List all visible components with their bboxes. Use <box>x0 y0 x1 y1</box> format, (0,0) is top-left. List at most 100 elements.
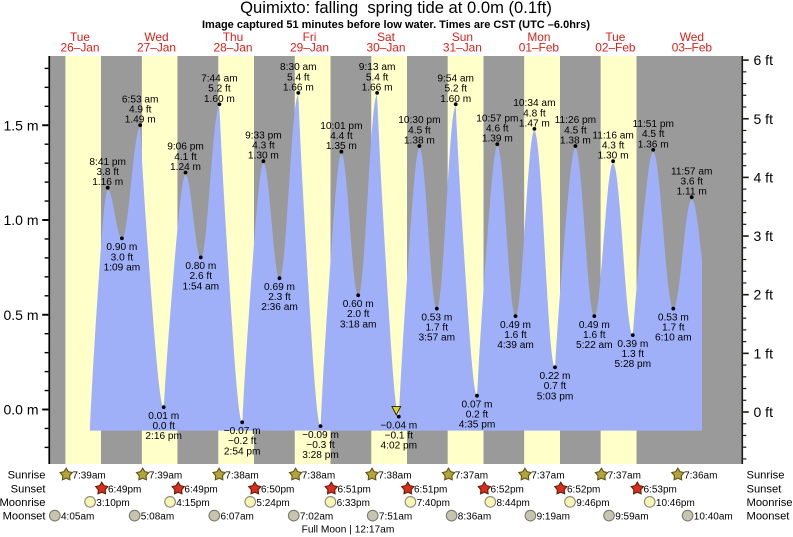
svg-text:Moonrise: Moonrise <box>0 497 46 509</box>
svg-text:01–Feb: 01–Feb <box>519 41 560 55</box>
svg-text:1.47 m: 1.47 m <box>519 118 550 129</box>
svg-text:Sun: Sun <box>452 30 473 44</box>
svg-text:1.36 m: 1.36 m <box>638 139 669 150</box>
svg-text:1.30 m: 1.30 m <box>598 151 629 162</box>
svg-text:0.60 m: 0.60 m <box>343 299 374 310</box>
svg-text:11:57 am: 11:57 am <box>671 166 712 177</box>
svg-text:10:34 am: 10:34 am <box>513 98 555 109</box>
svg-text:4.1 ft: 4.1 ft <box>174 152 197 163</box>
svg-text:1.66 m: 1.66 m <box>283 82 314 93</box>
svg-text:Thu: Thu <box>223 30 244 44</box>
svg-text:Tue: Tue <box>605 30 625 44</box>
svg-text:1.38 m: 1.38 m <box>560 136 591 147</box>
svg-text:1.60 m: 1.60 m <box>440 94 471 105</box>
svg-text:1.6 ft: 1.6 ft <box>583 330 606 341</box>
svg-text:0.53 m: 0.53 m <box>421 312 452 323</box>
svg-text:4.3 ft: 4.3 ft <box>252 141 275 152</box>
svg-text:8:30 am: 8:30 am <box>280 62 317 73</box>
svg-text:4.6 ft: 4.6 ft <box>486 123 509 134</box>
svg-text:4.8 ft: 4.8 ft <box>523 108 546 119</box>
svg-text:4:05am: 4:05am <box>61 512 94 523</box>
svg-text:−0.04 m: −0.04 m <box>380 420 417 431</box>
svg-text:2:16 pm: 2:16 pm <box>145 431 182 442</box>
svg-text:10:30 pm: 10:30 pm <box>398 115 440 126</box>
svg-text:5:22 am: 5:22 am <box>576 340 613 351</box>
svg-text:8:41 pm: 8:41 pm <box>89 157 126 168</box>
svg-text:4.3 ft: 4.3 ft <box>602 141 625 152</box>
svg-text:5.2 ft: 5.2 ft <box>444 84 467 95</box>
svg-text:4.5 ft: 4.5 ft <box>642 129 665 140</box>
svg-text:1.49 m: 1.49 m <box>125 115 156 126</box>
svg-text:6:49pm: 6:49pm <box>184 485 217 496</box>
svg-text:0.49 m: 0.49 m <box>500 320 531 331</box>
svg-text:Sunrise: Sunrise <box>8 470 46 482</box>
svg-text:7:37am: 7:37am <box>455 471 488 482</box>
svg-text:6:50pm: 6:50pm <box>261 485 294 496</box>
svg-text:4 ft: 4 ft <box>754 169 774 185</box>
svg-text:3 ft: 3 ft <box>754 228 774 244</box>
svg-text:Wed: Wed <box>144 30 168 44</box>
svg-text:0.22 m: 0.22 m <box>540 371 571 382</box>
svg-text:0.07 m: 0.07 m <box>462 399 493 410</box>
svg-text:8:44pm: 8:44pm <box>497 498 530 509</box>
svg-text:7:39am: 7:39am <box>149 471 182 482</box>
svg-text:Sunrise: Sunrise <box>747 470 785 482</box>
svg-text:−0.1 ft: −0.1 ft <box>385 430 414 441</box>
svg-text:1.7 ft: 1.7 ft <box>426 322 449 333</box>
svg-text:10:40am: 10:40am <box>694 512 733 523</box>
svg-text:Wed: Wed <box>680 30 704 44</box>
svg-text:6:49pm: 6:49pm <box>108 485 141 496</box>
svg-text:Tue: Tue <box>70 30 90 44</box>
svg-text:7:39am: 7:39am <box>72 471 105 482</box>
svg-text:28–Jan: 28–Jan <box>213 41 252 55</box>
svg-text:2:36 am: 2:36 am <box>261 302 298 313</box>
svg-text:9:54 am: 9:54 am <box>437 74 474 85</box>
svg-text:5.4 ft: 5.4 ft <box>287 72 310 83</box>
svg-text:5 ft: 5 ft <box>754 111 774 127</box>
svg-text:Moonset: Moonset <box>3 511 47 523</box>
svg-text:30–Jan: 30–Jan <box>366 41 405 55</box>
svg-text:4.9 ft: 4.9 ft <box>129 105 152 116</box>
svg-text:2 ft: 2 ft <box>754 287 774 303</box>
svg-text:2.0 ft: 2.0 ft <box>347 309 370 320</box>
svg-text:6:53 am: 6:53 am <box>122 94 159 105</box>
svg-text:31–Jan: 31–Jan <box>443 41 482 55</box>
svg-text:0.53 m: 0.53 m <box>658 312 689 323</box>
svg-text:27–Jan: 27–Jan <box>137 41 176 55</box>
svg-text:3.8 ft: 3.8 ft <box>96 167 119 178</box>
svg-text:11:51 pm: 11:51 pm <box>632 119 673 130</box>
svg-text:3:18 am: 3:18 am <box>340 319 377 330</box>
svg-text:7:36am: 7:36am <box>684 471 717 482</box>
svg-text:Moonrise: Moonrise <box>747 497 793 509</box>
svg-text:4:35 pm: 4:35 pm <box>459 420 496 431</box>
svg-text:7:38am: 7:38am <box>302 471 335 482</box>
svg-text:Moonset: Moonset <box>747 511 791 523</box>
svg-text:7:37am: 7:37am <box>531 471 564 482</box>
svg-text:11:16 am: 11:16 am <box>592 130 633 141</box>
svg-text:7:02am: 7:02am <box>300 512 333 523</box>
svg-text:Quimixto: falling spring tide: Quimixto: falling spring tide at 0.0m (0… <box>240 0 552 17</box>
svg-text:8:36am: 8:36am <box>458 512 491 523</box>
svg-text:−0.07 m: −0.07 m <box>224 426 261 437</box>
svg-text:2:54 pm: 2:54 pm <box>224 446 261 457</box>
svg-text:0.5 m: 0.5 m <box>3 307 38 323</box>
svg-text:0.69 m: 0.69 m <box>264 282 295 293</box>
svg-text:1.39 m: 1.39 m <box>482 134 513 145</box>
svg-text:0 ft: 0 ft <box>754 404 774 420</box>
svg-text:0.7 ft: 0.7 ft <box>544 381 567 392</box>
svg-text:1.30 m: 1.30 m <box>248 151 279 162</box>
svg-text:0.39 m: 0.39 m <box>617 339 648 350</box>
svg-text:6:33pm: 6:33pm <box>337 498 370 509</box>
svg-text:2.3 ft: 2.3 ft <box>268 292 291 303</box>
svg-text:9:19am: 9:19am <box>537 512 570 523</box>
svg-text:3:10pm: 3:10pm <box>96 498 129 509</box>
svg-text:6:51pm: 6:51pm <box>414 485 447 496</box>
svg-text:11:26 pm: 11:26 pm <box>555 115 596 126</box>
svg-text:3.6 ft: 3.6 ft <box>680 177 703 188</box>
svg-text:7:51am: 7:51am <box>379 512 412 523</box>
svg-text:7:38am: 7:38am <box>378 471 411 482</box>
svg-text:Sunset: Sunset <box>11 484 47 496</box>
svg-text:3:28 pm: 3:28 pm <box>302 450 339 461</box>
svg-text:1.6 ft: 1.6 ft <box>504 330 527 341</box>
svg-text:0.01 m: 0.01 m <box>148 411 179 422</box>
